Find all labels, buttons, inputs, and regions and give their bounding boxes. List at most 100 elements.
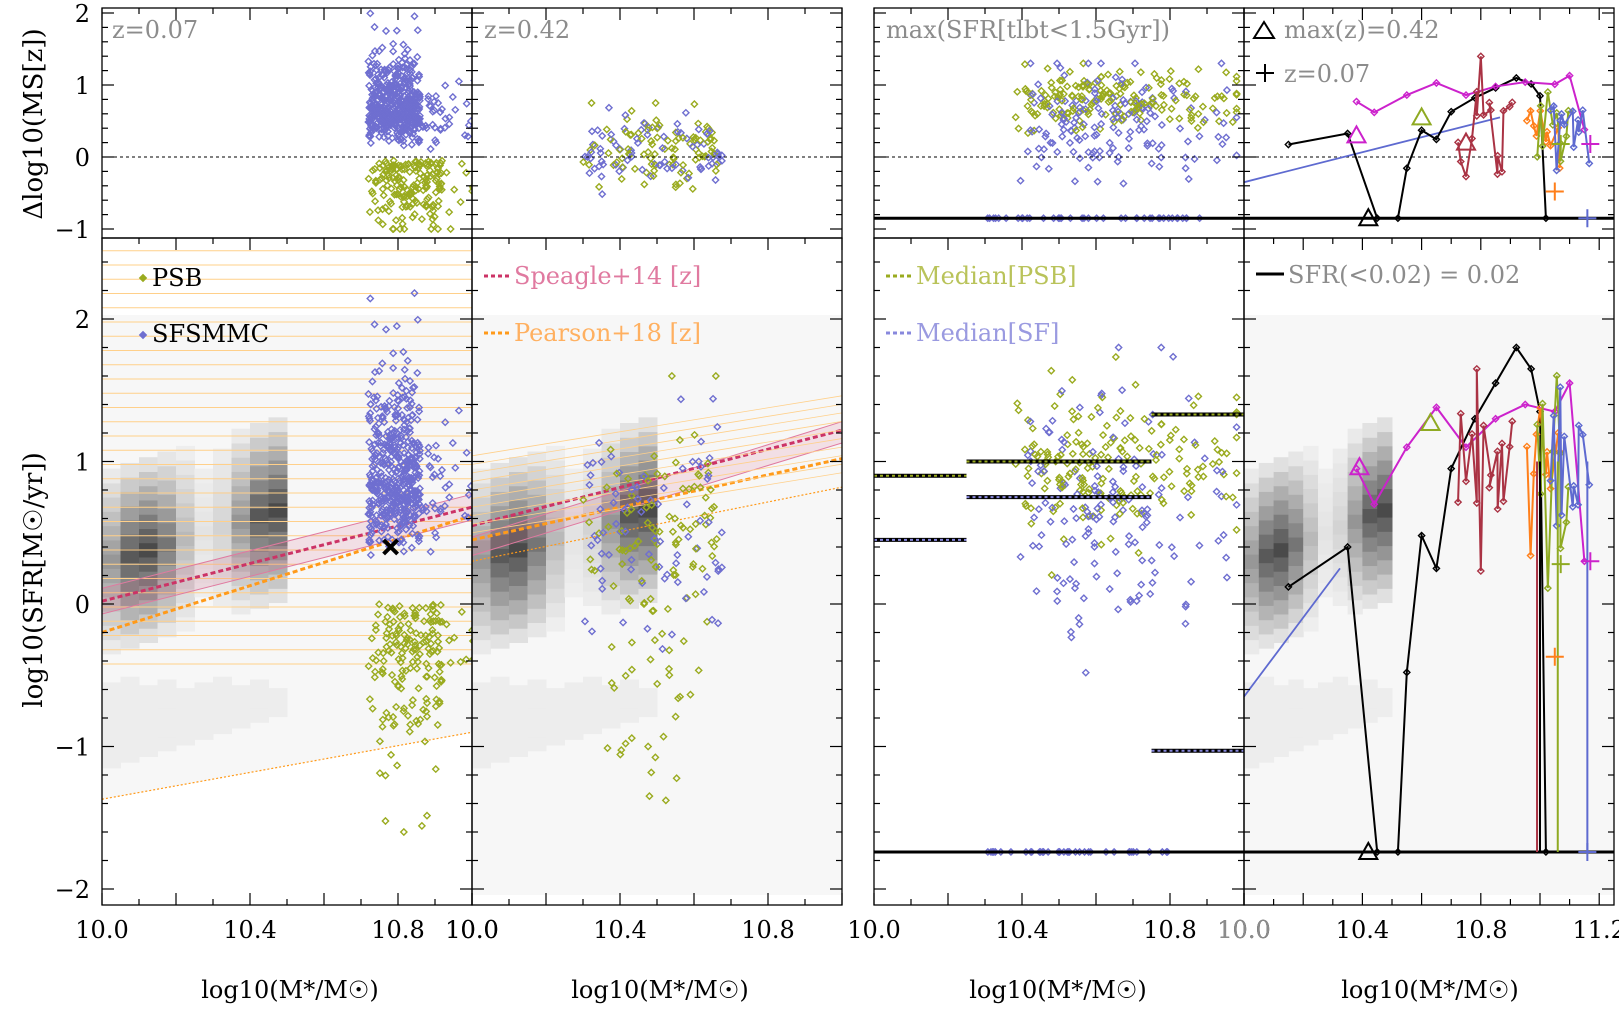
psb-point	[1146, 489, 1155, 498]
point-top	[1113, 113, 1122, 122]
psb-point	[1147, 426, 1156, 436]
point-top	[621, 111, 630, 120]
sf-point	[408, 454, 417, 464]
point-top	[1143, 139, 1152, 148]
cluster-track-point	[1562, 518, 1571, 527]
sf-point	[1232, 500, 1241, 509]
density-cell	[1318, 497, 1334, 512]
sf-point	[407, 453, 417, 462]
sf-point	[462, 448, 471, 457]
psb-point	[378, 722, 387, 731]
sf-point	[397, 410, 407, 420]
sf-floor-point	[1075, 847, 1084, 857]
point-top	[1064, 109, 1073, 118]
sf-point	[368, 454, 377, 464]
density-cell	[1288, 537, 1304, 552]
psb-point	[1217, 448, 1226, 457]
psb-point	[1134, 548, 1143, 558]
point-top	[1090, 123, 1099, 132]
point-top	[1016, 176, 1025, 185]
density-cell	[157, 722, 177, 738]
density-cell	[564, 710, 584, 726]
point-top	[1187, 116, 1196, 126]
max-z-marker-top	[1410, 106, 1433, 126]
density-cell	[1273, 556, 1289, 572]
density-cell	[1303, 502, 1319, 518]
density-cell	[102, 753, 121, 769]
point-top	[653, 133, 662, 142]
psb-point-top	[384, 207, 393, 216]
density-cell	[1303, 488, 1319, 504]
density-cell	[490, 576, 510, 592]
sf-point-top	[371, 122, 380, 131]
psb-point	[691, 519, 700, 529]
sf-point	[1154, 490, 1163, 499]
sf-floor-point-top	[1195, 214, 1204, 223]
psb-point	[435, 667, 444, 676]
sf-point	[400, 421, 409, 430]
psb-point	[1068, 375, 1077, 384]
density-cell	[1332, 576, 1349, 592]
psb-point	[1044, 453, 1053, 462]
psb-point-top	[392, 190, 401, 199]
cluster-track-top-point	[1560, 120, 1569, 129]
black-track-point	[1541, 847, 1551, 857]
cluster-track-point	[1568, 502, 1577, 511]
magenta-track-point	[1370, 500, 1379, 509]
sf-point	[413, 530, 422, 539]
sf-point	[1036, 461, 1045, 470]
psb-point	[401, 666, 411, 675]
psb-point	[669, 566, 678, 575]
sf-floor-point-top	[1140, 214, 1149, 223]
sf-point	[390, 403, 399, 412]
sf-point	[612, 519, 621, 528]
magenta-track-top-point	[1432, 78, 1441, 88]
sf-point	[364, 389, 373, 399]
cluster-track-point	[1560, 432, 1569, 441]
density-cell	[176, 616, 195, 632]
density-cell	[102, 511, 121, 527]
density-cell	[1244, 725, 1260, 740]
density-cell	[1244, 497, 1260, 512]
sf-point	[370, 460, 379, 469]
density-cell	[1362, 579, 1378, 595]
point-top	[1140, 99, 1149, 108]
density-cell	[176, 716, 195, 732]
density-cell	[268, 474, 288, 490]
sf-point	[424, 449, 433, 458]
density-cell	[213, 519, 232, 535]
sf-point-top	[414, 70, 424, 79]
cluster-track-top-point	[1552, 166, 1561, 175]
point-top	[1037, 153, 1046, 162]
cluster-track-top-point	[1578, 106, 1587, 115]
sf-point	[711, 558, 720, 567]
psb-point	[1023, 471, 1032, 481]
density-cell	[194, 482, 214, 498]
psb-point	[1191, 440, 1200, 450]
density-cell	[1332, 462, 1349, 478]
point-top	[684, 173, 693, 182]
density-cell	[1273, 685, 1289, 700]
sf-point-top	[460, 131, 470, 140]
magenta-track-top-point	[1521, 78, 1530, 87]
point-top	[1053, 147, 1062, 157]
density-cell	[139, 713, 158, 729]
density-cell	[157, 465, 177, 481]
sf-point	[1218, 467, 1227, 476]
psb-point-top	[417, 215, 426, 224]
density-cell	[1288, 736, 1304, 752]
psb-point	[618, 559, 627, 569]
sf-point	[364, 412, 373, 421]
point-top	[711, 166, 720, 175]
density-cell	[546, 445, 565, 461]
psb-point	[386, 750, 396, 759]
sf-point	[385, 438, 395, 447]
point-top	[1032, 162, 1041, 171]
sf-floor-point	[1026, 847, 1036, 857]
psb-point	[394, 624, 403, 633]
black-track-point	[1284, 582, 1293, 592]
cluster-track-top-point	[1585, 159, 1594, 168]
density-cell	[509, 713, 528, 729]
psb-point	[1228, 493, 1237, 502]
density-cell	[1288, 551, 1304, 567]
